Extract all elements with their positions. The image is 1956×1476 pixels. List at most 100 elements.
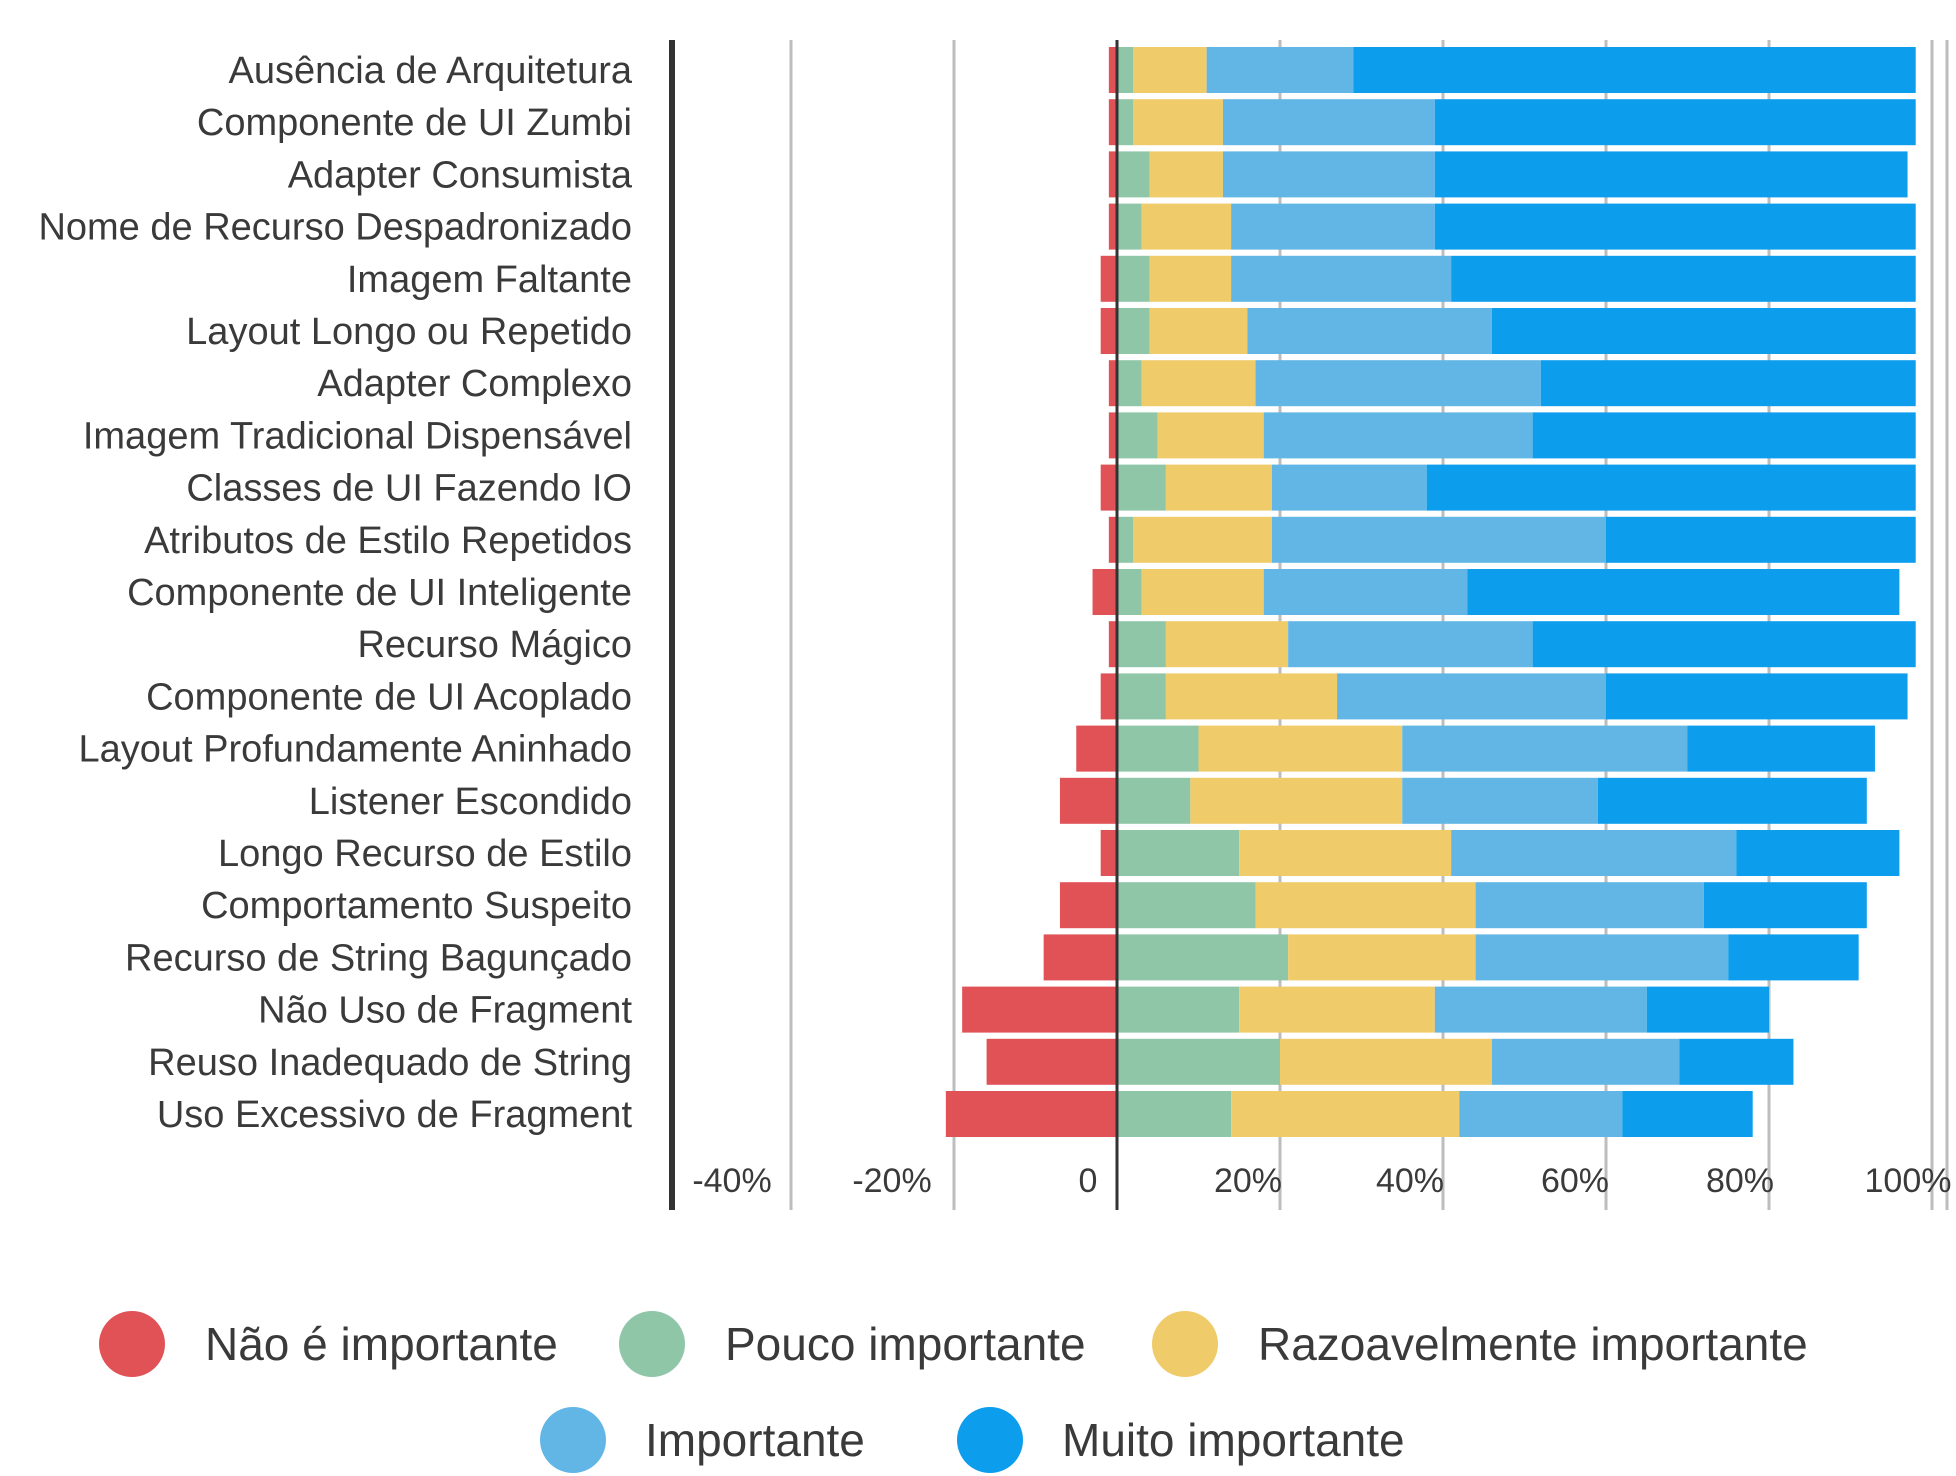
bar-segment-s3-r4 xyxy=(1231,255,1452,302)
bar-segment-s1-r15 xyxy=(1117,830,1240,876)
legend-label-4: Muito importante xyxy=(1062,1414,1405,1466)
bar-segment-s3-r1 xyxy=(1222,99,1435,146)
bar-segment-s3-r6 xyxy=(1255,360,1541,407)
x-tick-label: 80% xyxy=(1706,1162,1774,1200)
bar-segment-s2-r15 xyxy=(1239,830,1452,876)
bar-segment-s0-r6 xyxy=(1108,360,1117,407)
bar-segment-s0-r7 xyxy=(1108,412,1117,459)
x-tick-label: 0 xyxy=(1079,1162,1098,1200)
bar-segment-s4-r16 xyxy=(1703,882,1867,929)
bar-segment-s3-r17 xyxy=(1475,934,1729,981)
bar-segment-s3-r20 xyxy=(1459,1091,1623,1137)
bar-segment-s4-r5 xyxy=(1491,308,1916,354)
bar-segment-s0-r18 xyxy=(962,986,1117,1033)
bar-segment-s3-r7 xyxy=(1263,412,1533,459)
category-label: Adapter Consumista xyxy=(288,154,633,196)
category-label: Recurso de String Bagunçado xyxy=(125,937,632,979)
bar-segment-s4-r17 xyxy=(1728,934,1859,981)
bar-segment-s4-r8 xyxy=(1426,464,1916,511)
bar-segment-s2-r14 xyxy=(1190,777,1403,824)
bar-segment-s3-r15 xyxy=(1451,830,1737,876)
bar-segment-s3-r5 xyxy=(1247,308,1492,354)
category-label: Longo Recurso de Estilo xyxy=(218,833,632,875)
bar-segment-s2-r4 xyxy=(1149,255,1232,302)
legend-label-1: Pouco importante xyxy=(725,1318,1086,1370)
bars xyxy=(945,47,1916,1137)
bar-segment-s0-r4 xyxy=(1100,255,1117,302)
bar-segment-s0-r20 xyxy=(945,1091,1117,1137)
category-label: Listener Escondido xyxy=(309,781,632,823)
bar-segment-s1-r7 xyxy=(1117,412,1158,459)
bar-segment-s2-r20 xyxy=(1231,1091,1460,1137)
bar-segment-s0-r9 xyxy=(1108,516,1117,563)
bar-segment-s4-r11 xyxy=(1532,621,1916,668)
bar-segment-s2-r13 xyxy=(1198,725,1403,772)
bar-segment-s3-r13 xyxy=(1402,725,1688,772)
legend-label-3: Importante xyxy=(645,1414,865,1466)
bar-segment-s4-r3 xyxy=(1434,203,1916,250)
bar-segment-s3-r8 xyxy=(1271,464,1427,511)
bar-segment-s3-r3 xyxy=(1231,203,1435,250)
bar-segment-s3-r19 xyxy=(1491,1038,1680,1085)
category-label: Atributos de Estilo Repetidos xyxy=(144,520,632,562)
bar-segment-s1-r8 xyxy=(1117,464,1166,511)
bar-segment-s0-r17 xyxy=(1043,934,1117,981)
category-label: Não Uso de Fragment xyxy=(258,990,632,1032)
bar-segment-s4-r9 xyxy=(1606,516,1916,563)
bar-segment-s2-r8 xyxy=(1165,464,1272,511)
bar-segment-s1-r20 xyxy=(1117,1091,1232,1137)
category-label: Componente de UI Acoplado xyxy=(146,676,632,718)
legend-swatch-0 xyxy=(99,1311,165,1377)
x-tick-label: 100% xyxy=(1865,1162,1952,1200)
legend-swatch-4 xyxy=(957,1407,1023,1473)
bar-segment-s4-r20 xyxy=(1622,1091,1753,1137)
bar-segment-s1-r6 xyxy=(1117,360,1142,407)
bar-segment-s2-r3 xyxy=(1141,203,1232,250)
bar-segment-s2-r1 xyxy=(1133,99,1223,146)
x-tick-label: 60% xyxy=(1541,1162,1609,1200)
bar-segment-s2-r2 xyxy=(1149,151,1223,198)
bar-segment-s0-r13 xyxy=(1076,725,1117,772)
bar-segment-s1-r3 xyxy=(1117,203,1142,250)
bar-segment-s1-r14 xyxy=(1117,777,1191,824)
bar-segment-s1-r11 xyxy=(1117,621,1166,668)
bar-segment-s3-r0 xyxy=(1206,47,1354,93)
bar-segment-s2-r5 xyxy=(1149,308,1248,354)
bar-segment-s0-r16 xyxy=(1059,882,1117,929)
bar-segment-s4-r15 xyxy=(1736,830,1900,876)
bar-segment-s1-r19 xyxy=(1117,1038,1280,1085)
bar-segment-s3-r14 xyxy=(1402,777,1598,824)
bar-segment-s4-r6 xyxy=(1540,360,1916,407)
category-labels: Ausência de Arquitetura Componente de UI … xyxy=(38,50,632,1136)
bar-segment-s2-r16 xyxy=(1255,882,1476,929)
bar-segment-s1-r13 xyxy=(1117,725,1199,772)
bar-segment-s1-r5 xyxy=(1117,308,1150,354)
x-tick-label: 40% xyxy=(1376,1162,1444,1200)
bar-segment-s3-r9 xyxy=(1271,516,1606,563)
bar-segment-s0-r11 xyxy=(1108,621,1117,668)
bar-segment-s4-r18 xyxy=(1646,986,1769,1033)
bar-segment-s4-r10 xyxy=(1467,569,1900,615)
category-label: Imagem Faltante xyxy=(347,259,632,301)
bar-segment-s2-r12 xyxy=(1165,673,1338,720)
category-label: Nome de Recurso Despadronizado xyxy=(38,207,632,249)
bar-segment-s1-r16 xyxy=(1117,882,1256,929)
bar-segment-s1-r4 xyxy=(1117,255,1150,302)
category-label: Componente de UI Zumbi xyxy=(197,102,632,144)
legend: Não é importante Pouco importante Razoavel… xyxy=(99,1311,1808,1473)
bar-segment-s3-r2 xyxy=(1222,151,1435,198)
bar-segment-s4-r13 xyxy=(1687,725,1875,772)
bar-segment-s0-r2 xyxy=(1108,151,1117,198)
bar-segment-s2-r0 xyxy=(1133,47,1207,93)
bar-segment-s2-r19 xyxy=(1280,1038,1492,1085)
category-label: Recurso Mágico xyxy=(357,624,632,666)
bar-segment-s1-r10 xyxy=(1117,569,1142,615)
bar-segment-s2-r11 xyxy=(1165,621,1289,668)
category-label: Imagem Tradicional Dispensável xyxy=(83,415,632,457)
category-label: Componente de UI Inteligente xyxy=(127,572,632,614)
x-tick-labels: -40% -20% 0 20% 40% 60% 80% 100% xyxy=(692,1162,1951,1200)
bar-segment-s3-r18 xyxy=(1434,986,1647,1033)
bar-segment-s2-r7 xyxy=(1157,412,1264,459)
bar-segment-s2-r18 xyxy=(1239,986,1435,1033)
